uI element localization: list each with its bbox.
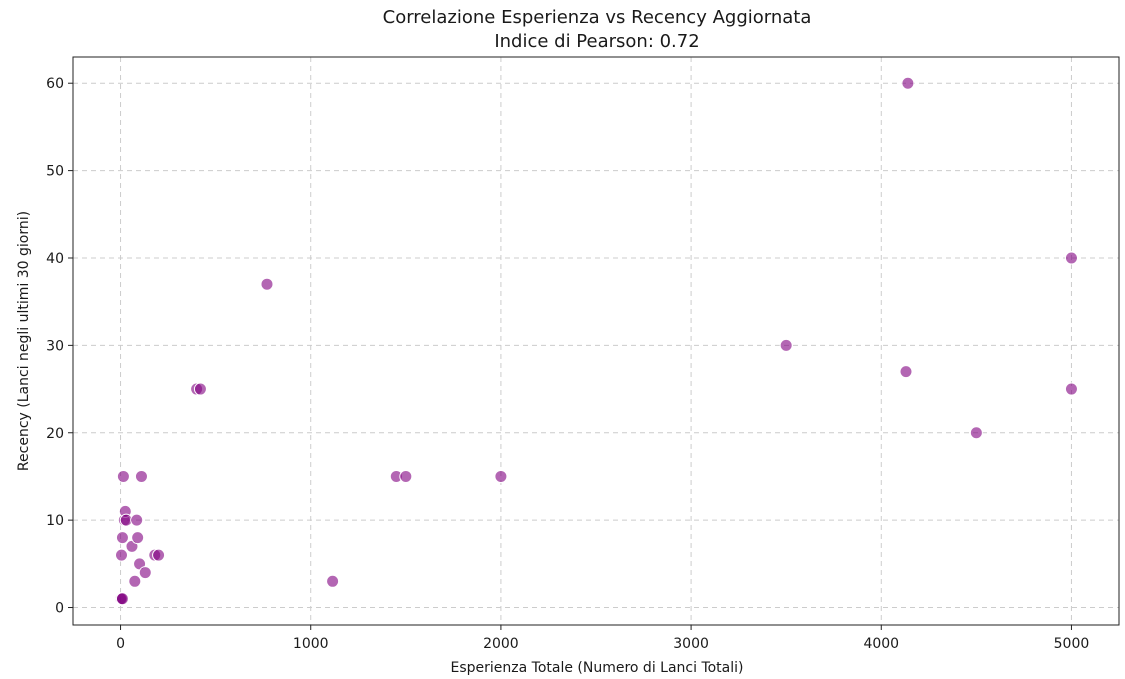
scatter-point (114, 548, 128, 562)
grid (73, 57, 1119, 625)
scatter-point (901, 76, 915, 90)
scatter-point (115, 531, 129, 545)
y-tick-label: 20 (46, 426, 64, 442)
x-axis-ticks: 0 1000 2000 3000 4000 5000 (116, 625, 1089, 652)
scatter-point (138, 566, 152, 580)
chart-title: Correlazione Esperienza vs Recency Aggio… (383, 7, 812, 28)
scatter-point (152, 548, 166, 562)
y-tick-label: 10 (46, 513, 64, 529)
x-tick-label: 1000 (293, 636, 329, 652)
scatter-point (131, 531, 145, 545)
chart-subtitle: Indice di Pearson: 0.72 (494, 31, 699, 52)
y-axis-label: Recency (Lanci negli ultimi 30 giorni) (16, 211, 32, 471)
scatter-point (134, 469, 148, 483)
scatter-point (969, 426, 983, 440)
plot-frame (72, 56, 1120, 626)
scatter-point (399, 469, 413, 483)
x-tick-label: 5000 (1054, 636, 1090, 652)
x-tick-label: 4000 (863, 636, 899, 652)
y-tick-label: 50 (46, 164, 64, 180)
data-points (114, 76, 1078, 606)
scatter-point (116, 469, 130, 483)
scatter-point (779, 338, 793, 352)
scatter-point (130, 513, 144, 527)
y-tick-label: 40 (46, 251, 64, 267)
y-tick-label: 0 (55, 601, 64, 617)
scatter-point (193, 382, 207, 396)
scatter-point (1064, 251, 1078, 265)
scatter-point (899, 365, 913, 379)
scatter-point (128, 574, 142, 588)
x-tick-label: 0 (116, 636, 125, 652)
scatter-point (326, 574, 340, 588)
y-axis-ticks: 0 10 20 30 40 50 60 (46, 76, 73, 617)
scatter-point (494, 469, 508, 483)
scatter-point (115, 592, 129, 606)
scatter-point (260, 277, 274, 291)
y-tick-label: 30 (46, 338, 64, 354)
x-tick-label: 3000 (673, 636, 709, 652)
x-axis-label: Esperienza Totale (Numero di Lanci Total… (451, 660, 744, 676)
scatter-point (1064, 382, 1078, 396)
x-tick-label: 2000 (483, 636, 519, 652)
y-tick-label: 60 (46, 76, 64, 92)
